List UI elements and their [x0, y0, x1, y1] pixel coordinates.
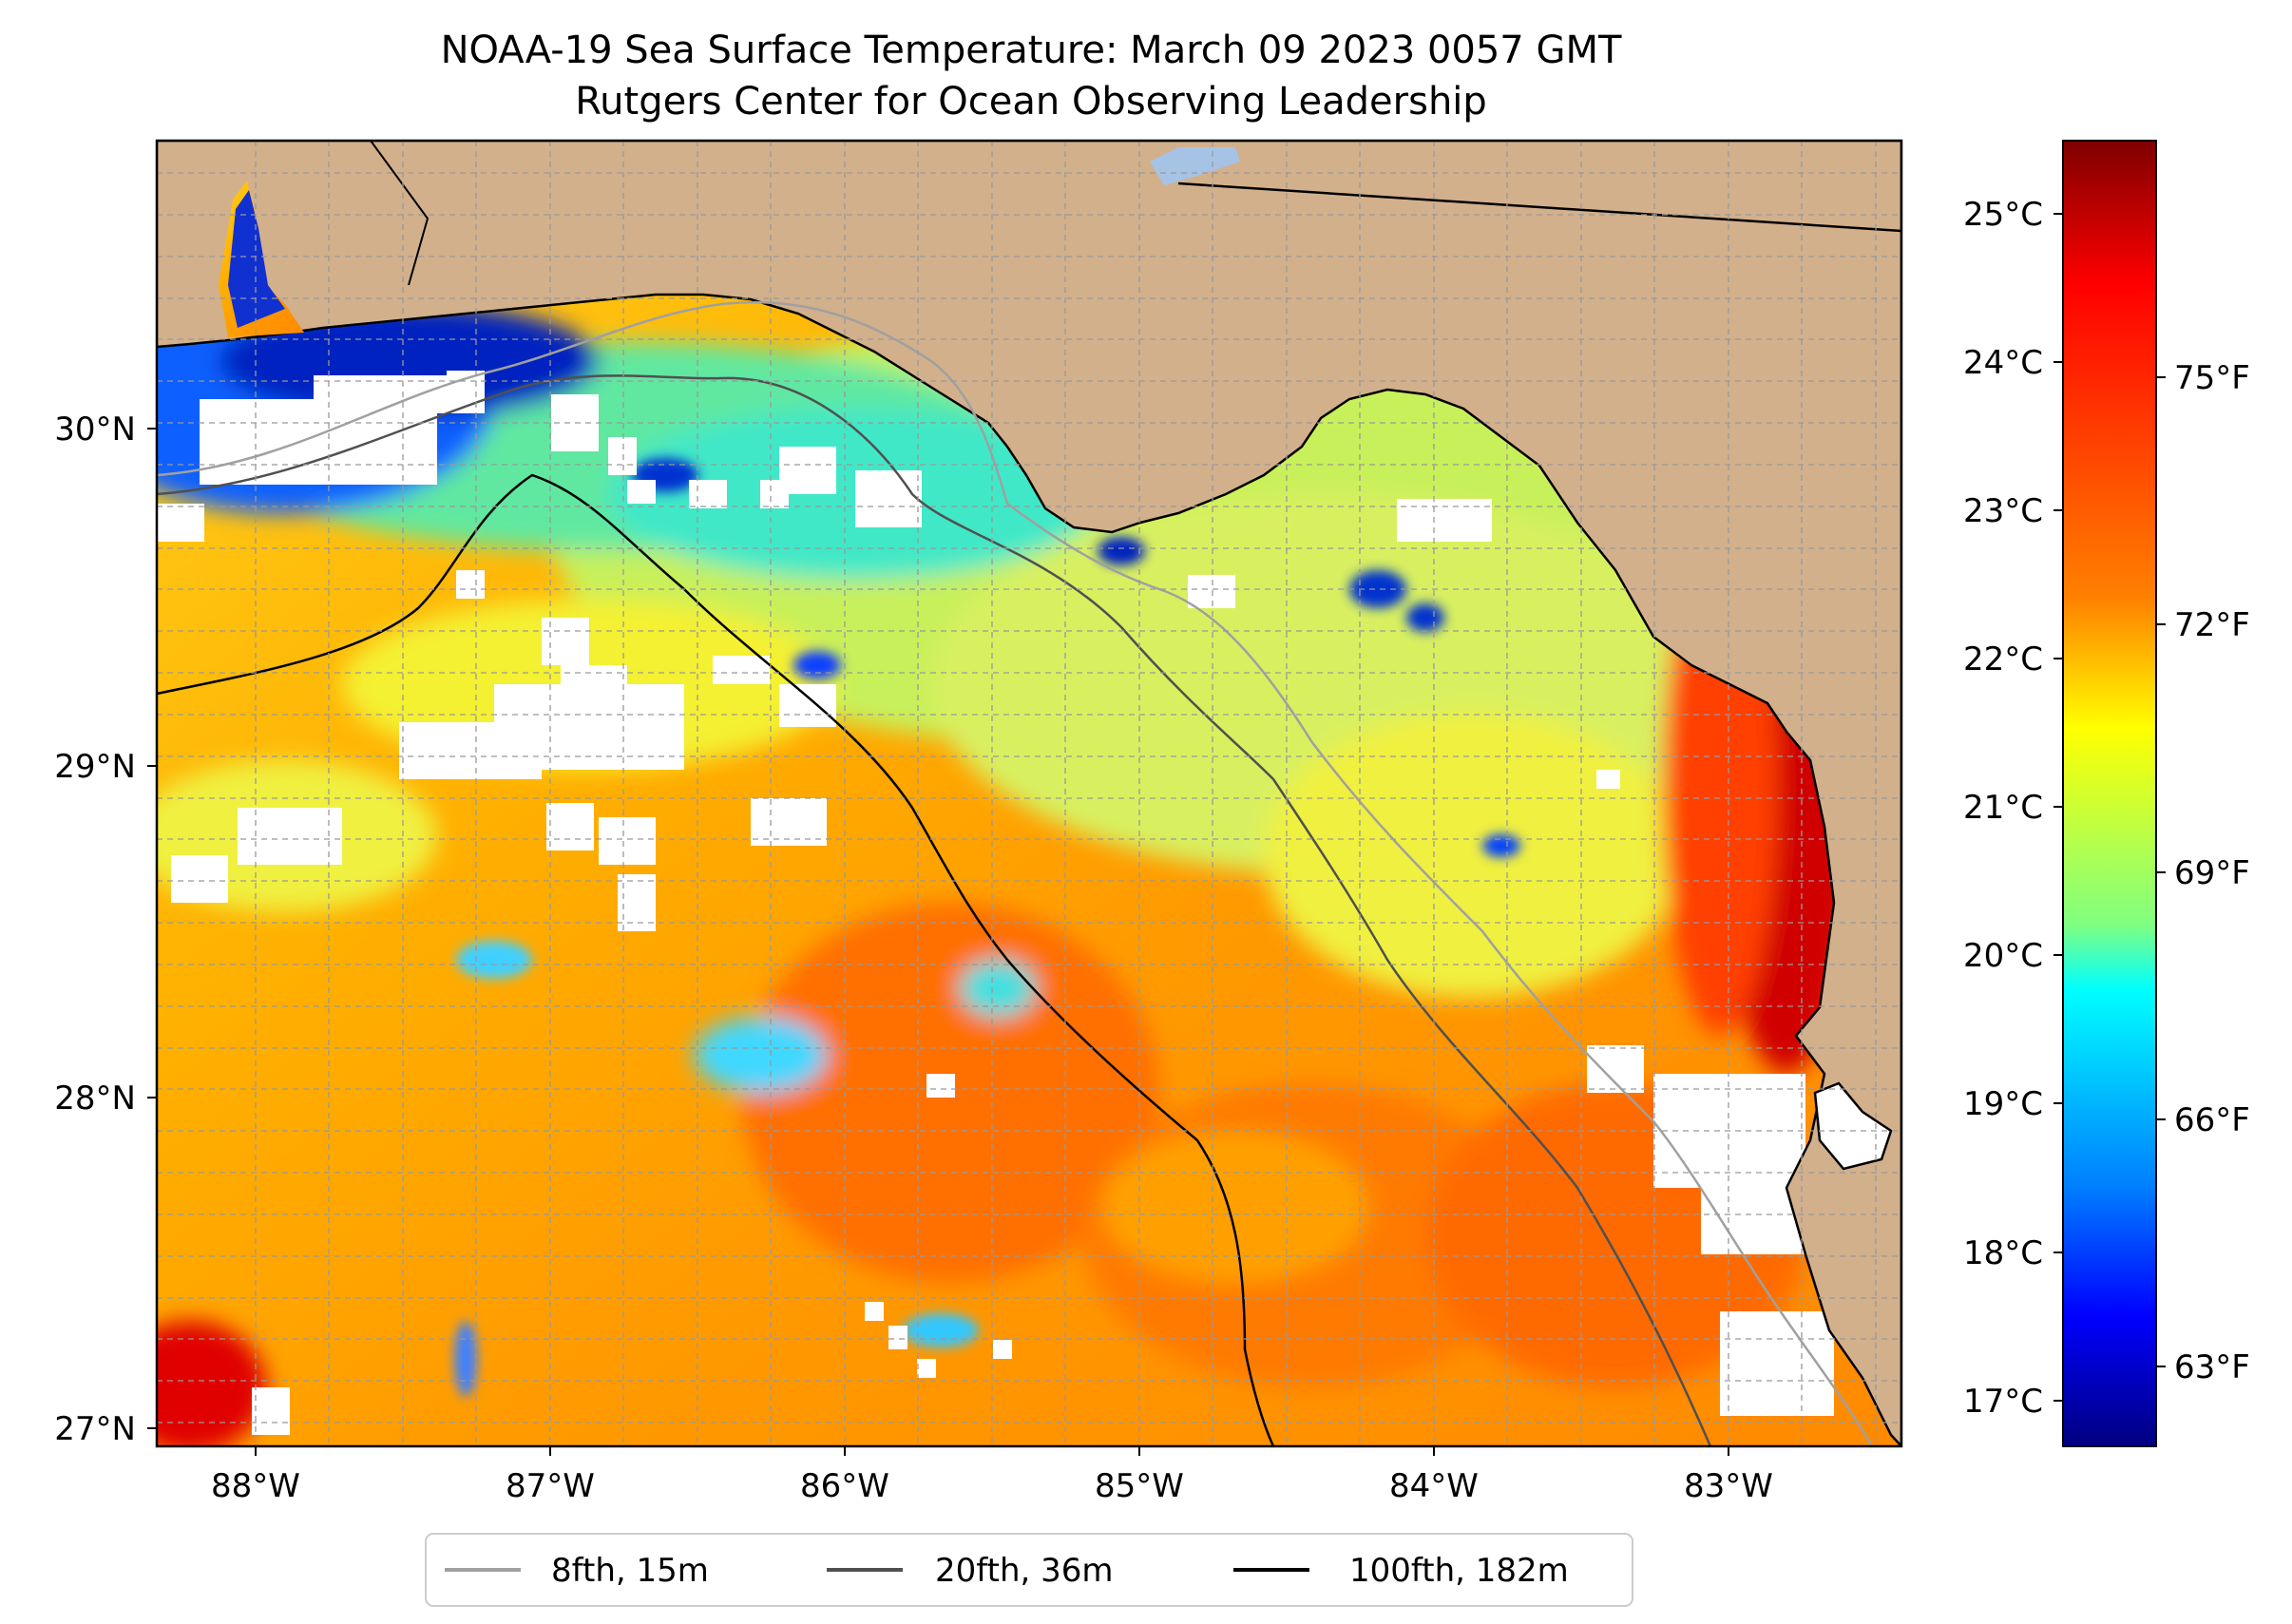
cb-f-69: 69°F — [2174, 854, 2250, 892]
legend: 8fth, 15m 20fth, 36m 100fth, 182m — [425, 1533, 1633, 1607]
cb-c-23: 23°C — [1963, 492, 2043, 530]
mobile-bay-cold — [228, 190, 285, 328]
lat-tick-28n: 28°N — [54, 1079, 136, 1118]
lon-tick-marks — [255, 1446, 1729, 1456]
lat-tick-29n: 29°N — [54, 748, 136, 786]
isobath-8fth — [157, 300, 1874, 1446]
tampa-bay — [1813, 1081, 1893, 1171]
land — [157, 141, 1901, 1446]
cb-c-21: 21°C — [1963, 789, 2043, 827]
lon-tick-83w: 83°W — [1684, 1467, 1773, 1505]
map-frame — [155, 139, 1903, 1448]
isobath-100fth — [157, 473, 1275, 1446]
title-line-2: Rutgers Center for Ocean Observing Leade… — [575, 80, 1487, 124]
lon-tick-86w: 86°W — [800, 1467, 889, 1505]
map-panel — [157, 141, 1901, 1446]
state-boundary — [1177, 182, 1901, 233]
cb-c-25: 25°C — [1963, 196, 2043, 234]
title-line-1: NOAA-19 Sea Surface Temperature: March 0… — [441, 29, 1622, 72]
cb-c-22: 22°C — [1963, 640, 2043, 678]
legend-label-8fth: 8fth, 15m — [551, 1552, 709, 1590]
lat-tick-30n: 30°N — [54, 411, 136, 449]
cb-c-19: 19°C — [1963, 1085, 2043, 1123]
lon-tick-87w: 87°W — [506, 1467, 595, 1505]
lon-tick-85w: 85°W — [1095, 1467, 1184, 1505]
lake — [1150, 147, 1240, 185]
lon-tick-84w: 84°W — [1389, 1467, 1479, 1505]
cb-f-75: 75°F — [2174, 359, 2250, 397]
colorbar — [2062, 140, 2157, 1447]
cb-c-18: 18°C — [1963, 1234, 2043, 1272]
legend-box — [425, 1533, 1633, 1607]
colorbar-fahrenheit-ticks — [2156, 376, 2166, 1367]
cb-c-24: 24°C — [1963, 344, 2043, 382]
cb-f-66: 66°F — [2174, 1101, 2250, 1139]
lon-tick-88w: 88°W — [211, 1467, 300, 1505]
cb-c-20: 20°C — [1963, 937, 2043, 975]
legend-label-100fth: 100fth, 182m — [1349, 1552, 1569, 1590]
state-boundary-al — [370, 141, 430, 286]
lat-tick-27n: 27°N — [54, 1410, 136, 1448]
cb-f-72: 72°F — [2174, 606, 2250, 644]
legend-label-20fth: 20fth, 36m — [935, 1552, 1114, 1590]
gridlines — [157, 141, 1901, 1446]
cb-c-17: 17°C — [1963, 1383, 2043, 1421]
lat-tick-marks — [147, 428, 157, 1429]
cb-f-63: 63°F — [2174, 1348, 2250, 1386]
colorbar-celsius-ticks — [2053, 213, 2063, 1402]
